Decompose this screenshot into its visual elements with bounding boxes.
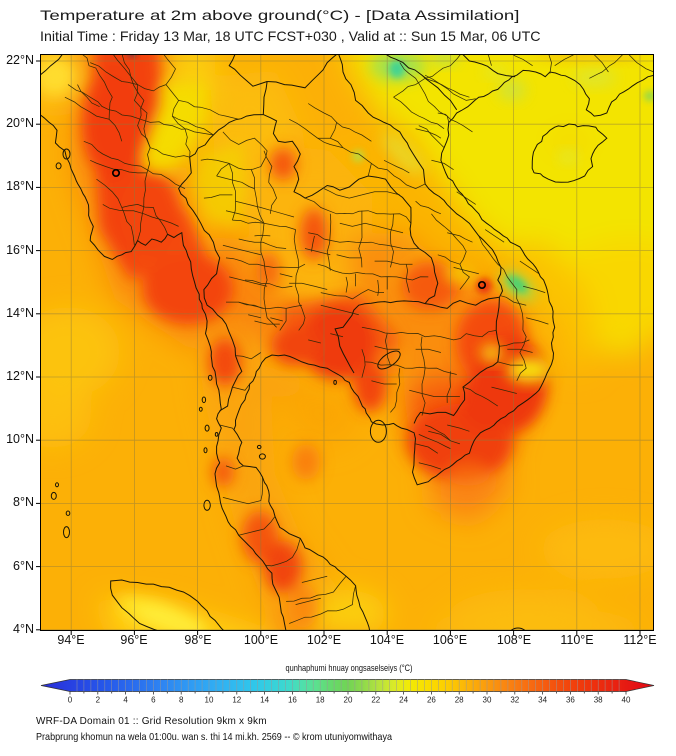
svg-text:Prabprung khomun na wela 01:00: Prabprung khomun na wela 01:00u. wan s. … bbox=[36, 731, 392, 743]
svg-text:22: 22 bbox=[371, 696, 380, 705]
svg-text:38: 38 bbox=[594, 696, 603, 705]
svg-text:40: 40 bbox=[622, 696, 631, 705]
svg-text:12: 12 bbox=[232, 696, 241, 705]
svg-text:qunhaphumi hnuay ongsaselseiys: qunhaphumi hnuay ongsaselseiys (°C) bbox=[286, 663, 413, 674]
svg-text:2: 2 bbox=[96, 696, 101, 705]
svg-text:20: 20 bbox=[344, 696, 353, 705]
svg-text:14: 14 bbox=[260, 696, 269, 705]
svg-text:16: 16 bbox=[288, 696, 297, 705]
svg-text:8: 8 bbox=[179, 696, 184, 705]
svg-text:30: 30 bbox=[483, 696, 492, 705]
svg-text:32: 32 bbox=[510, 696, 519, 705]
svg-text:28: 28 bbox=[455, 696, 464, 705]
svg-text:0: 0 bbox=[68, 696, 73, 705]
svg-text:4: 4 bbox=[123, 696, 128, 705]
svg-text:18: 18 bbox=[316, 696, 325, 705]
svg-text:6: 6 bbox=[151, 696, 156, 705]
svg-text:34: 34 bbox=[538, 696, 547, 705]
svg-text:26: 26 bbox=[427, 696, 436, 705]
svg-text:10: 10 bbox=[205, 696, 214, 705]
svg-text:24: 24 bbox=[399, 696, 408, 705]
svg-text:36: 36 bbox=[566, 696, 575, 705]
